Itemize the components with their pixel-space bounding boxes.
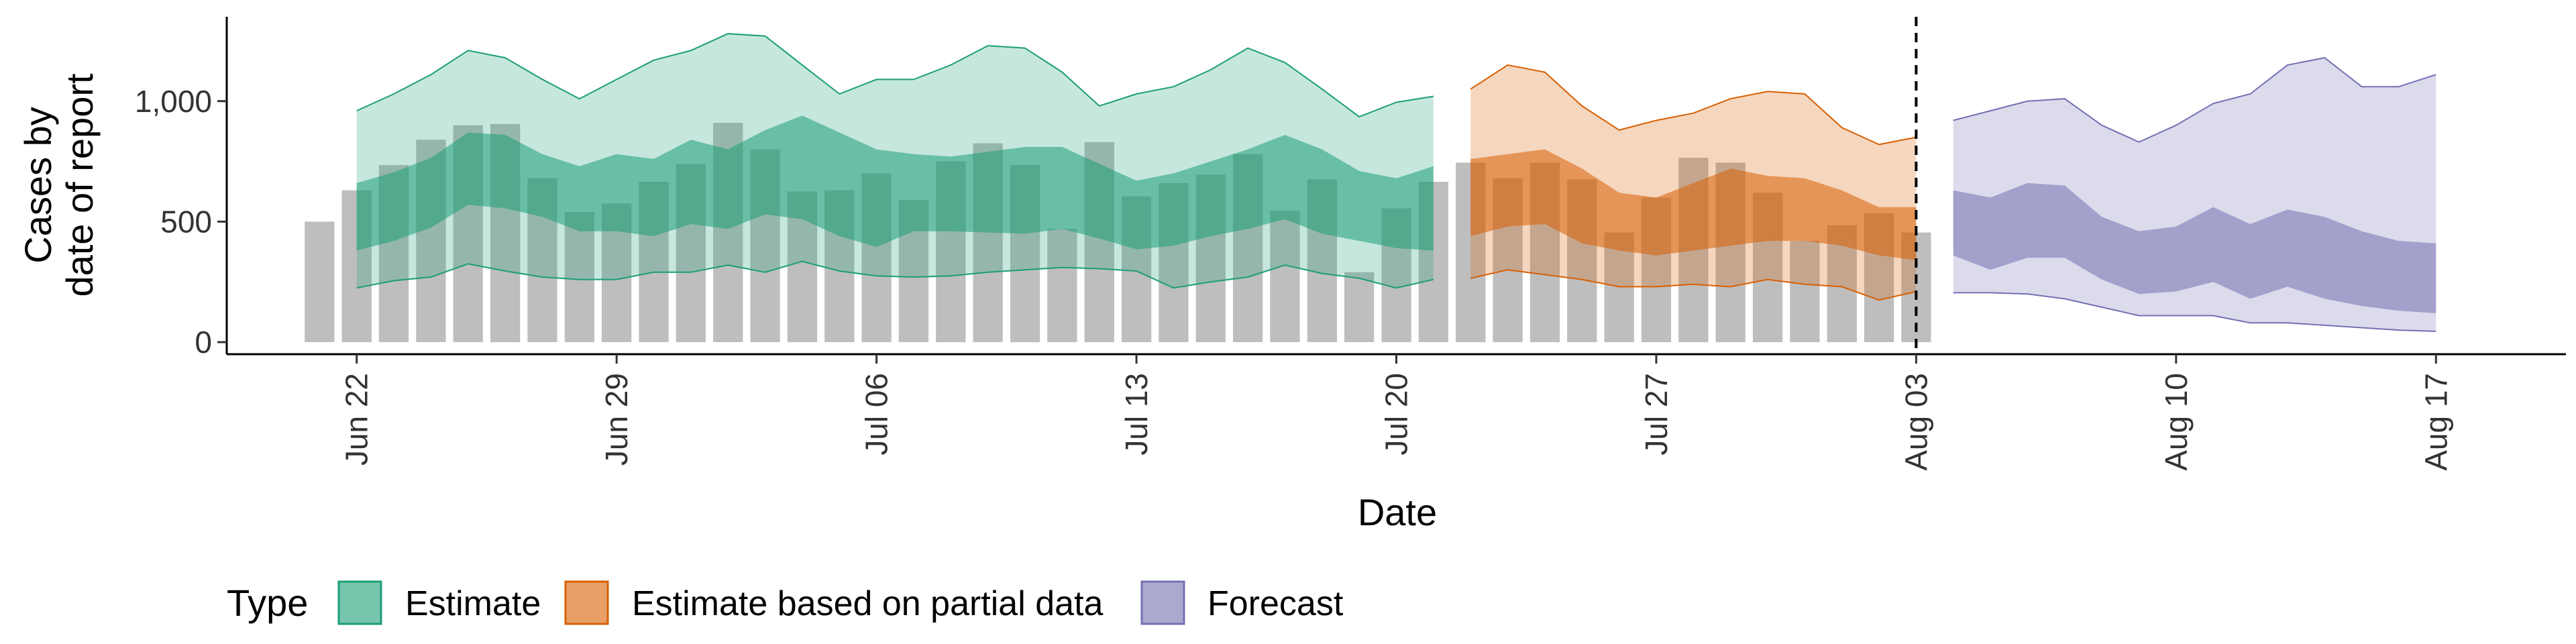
- legend-key-partial: [564, 580, 609, 625]
- lower-line-estimate: [356, 260, 1434, 289]
- x-tick-label: Jul 06: [859, 373, 894, 455]
- x-tick-label: Jul 20: [1379, 373, 1414, 455]
- y-tick-label: 0: [195, 325, 212, 360]
- legend-label-forecast: Forecast: [1208, 584, 1344, 623]
- y-axis-title-line2: date of report: [58, 73, 101, 297]
- band-50-estimate-based-on-partial-data: [1470, 149, 1917, 260]
- x-tick-label: Jun 22: [339, 373, 374, 466]
- x-tick-label: Jul 27: [1639, 373, 1674, 455]
- legend: Type Estimate Estimate based on partial …: [227, 580, 1344, 625]
- bar-jul-17: [1270, 211, 1300, 342]
- band-50-estimate: [356, 115, 1434, 251]
- x-axis-title: Date: [1358, 491, 1437, 533]
- bar-jul-11: [1047, 229, 1077, 343]
- x-tick-label: Jun 29: [599, 373, 634, 466]
- upper-line-estimate-based-on-partial-data: [1470, 64, 1917, 146]
- x-tick-label: Jul 13: [1119, 373, 1154, 455]
- upper-line-forecast: [1953, 57, 2436, 143]
- bar-jun-28: [564, 212, 594, 342]
- lower-line-forecast: [1953, 292, 2436, 332]
- band-50-forecast: [1953, 182, 2436, 313]
- x-tick-label: Aug 03: [1898, 373, 1933, 471]
- y-tick-label: 1,000: [135, 84, 212, 119]
- bar-jul-19: [1344, 272, 1375, 342]
- legend-key-forecast: [1140, 580, 1185, 625]
- y-axis-title-line1: Cases by: [17, 107, 59, 263]
- legend-label-partial: Estimate based on partial data: [632, 584, 1104, 623]
- bar-jun-21: [305, 221, 335, 342]
- bar-jul-31: [1790, 241, 1820, 342]
- legend-label-estimate: Estimate: [405, 584, 541, 623]
- lower-line-estimate-based-on-partial-data: [1470, 269, 1917, 301]
- upper-line-estimate: [356, 33, 1434, 118]
- x-tick-label: Aug 17: [2418, 373, 2453, 471]
- x-tick-label: Aug 10: [2159, 373, 2194, 471]
- legend-key-estimate: [337, 580, 382, 625]
- y-tick-label: 500: [160, 204, 212, 239]
- ticks-layer: 0 500 1,000 Jun 22 Jun 29 Jul 06 Jul 13 Jul 20 J…: [135, 84, 2453, 471]
- legend-title: Type: [227, 582, 308, 624]
- bands-layer: [356, 33, 2436, 332]
